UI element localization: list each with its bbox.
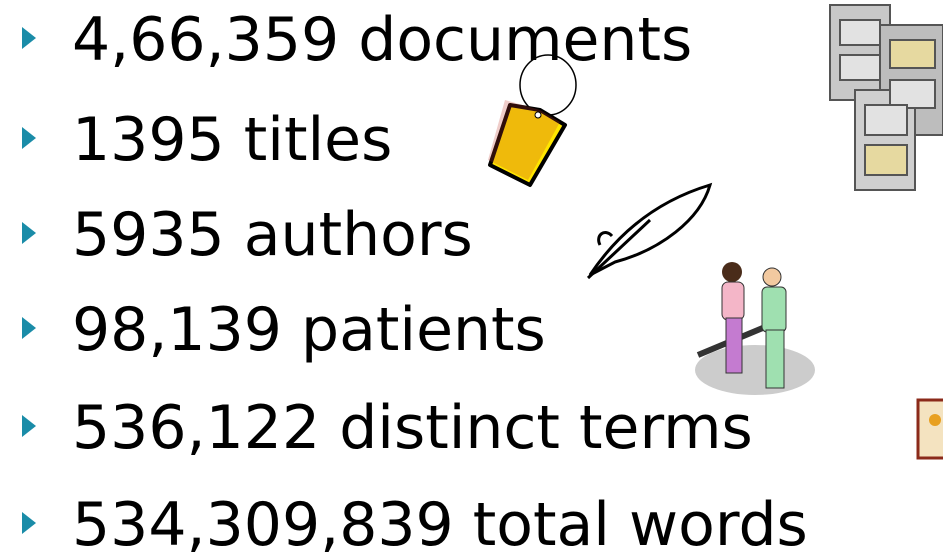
list-item: 1395 titles	[72, 105, 392, 175]
list-item: 536,122 distinct terms	[72, 393, 753, 463]
bullet	[22, 27, 36, 49]
bullet	[22, 512, 36, 534]
tag-clipart	[488, 54, 577, 187]
feather-clipart	[586, 182, 713, 280]
book-clipart	[916, 398, 943, 460]
bullet	[22, 127, 36, 149]
list-item: 534,309,839 total words	[72, 490, 808, 560]
people-clipart	[695, 262, 815, 395]
cabinet-clipart	[829, 4, 943, 191]
bullet	[22, 317, 36, 339]
bullet	[22, 415, 36, 437]
bullet	[22, 222, 36, 244]
list-item: 4,66,359 documents	[72, 5, 692, 75]
list-item: 98,139 patients	[72, 295, 546, 365]
list-item: 5935 authors	[72, 200, 473, 270]
